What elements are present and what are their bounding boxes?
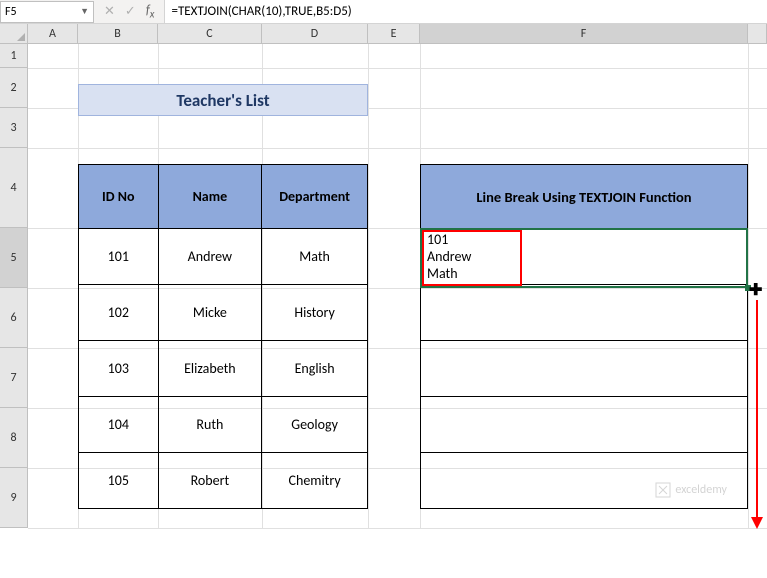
cell-id[interactable]: 105	[79, 453, 159, 509]
th-id[interactable]: ID No	[79, 165, 159, 229]
cell-dept[interactable]: Geology	[262, 397, 368, 453]
chevron-down-icon[interactable]: ▼	[80, 6, 89, 17]
cell-dept[interactable]: Math	[262, 229, 368, 285]
title-text: Teacher's List	[176, 90, 269, 111]
result-cell[interactable]	[421, 397, 748, 453]
cell-name[interactable]: Micke	[158, 285, 262, 341]
cells-area[interactable]: Teacher's List ID No Name Department 101…	[28, 44, 767, 528]
col-header-a[interactable]: A	[28, 24, 78, 43]
name-box-value: F5	[5, 5, 17, 19]
table-row	[421, 453, 748, 509]
col-header-b[interactable]: B	[78, 24, 158, 43]
result-cell[interactable]: 101 Andrew Math	[421, 229, 748, 285]
row-header-4[interactable]: 4	[0, 148, 28, 228]
cell-dept[interactable]: English	[262, 341, 368, 397]
col-header-e[interactable]: E	[368, 24, 420, 43]
title-merged-cell[interactable]: Teacher's List	[78, 84, 368, 116]
cell-id[interactable]: 103	[79, 341, 159, 397]
cell-name[interactable]: Elizabeth	[158, 341, 262, 397]
name-box[interactable]: F5 ▼	[0, 1, 94, 23]
watermark-text: exceldemy	[675, 483, 727, 497]
th-dept[interactable]: Department	[262, 165, 368, 229]
fx-icon[interactable]: fx	[146, 3, 155, 21]
table-row	[421, 285, 748, 341]
formula-text: =TEXTJOIN(CHAR(10),TRUE,B5:D5)	[171, 4, 351, 19]
col-header-c[interactable]: C	[158, 24, 262, 43]
row-headers: 1 2 3 4 5 6 7 8 9	[0, 44, 28, 528]
table-row: 103 Elizabeth English	[79, 341, 368, 397]
formula-bar-icons: ✕ ✓ fx	[94, 3, 164, 21]
crosshair-cursor-icon: ✚	[749, 280, 762, 300]
cancel-icon[interactable]: ✕	[104, 4, 115, 19]
result-cell[interactable]	[421, 453, 748, 509]
select-all-corner[interactable]	[0, 24, 28, 43]
row-header-7[interactable]: 7	[0, 348, 28, 408]
cell-name[interactable]: Robert	[158, 453, 262, 509]
table-row: 102 Micke History	[79, 285, 368, 341]
cell-dept[interactable]: History	[262, 285, 368, 341]
row-header-1[interactable]: 1	[0, 44, 28, 68]
table-row	[421, 341, 748, 397]
formula-bar: F5 ▼ ✕ ✓ fx =TEXTJOIN(CHAR(10),TRUE,B5:D…	[0, 0, 767, 24]
col-header-next[interactable]	[748, 24, 767, 43]
row-header-8[interactable]: 8	[0, 408, 28, 468]
table-row	[421, 397, 748, 453]
column-headers: A B C D E F	[0, 24, 767, 44]
grid-area: 1 2 3 4 5 6 7 8 9 Teacher's List	[0, 44, 767, 528]
cell-id[interactable]: 104	[79, 397, 159, 453]
cell-name[interactable]: Ruth	[158, 397, 262, 453]
cell-id[interactable]: 102	[79, 285, 159, 341]
cell-dept[interactable]: Chemitry	[262, 453, 368, 509]
table-row: 105 Robert Chemitry	[79, 453, 368, 509]
cell-id[interactable]: 101	[79, 229, 159, 285]
col-header-d[interactable]: D	[262, 24, 368, 43]
enter-icon[interactable]: ✓	[125, 4, 136, 19]
th-result[interactable]: Line Break Using TEXTJOIN Function	[421, 165, 748, 229]
table-row: 104 Ruth Geology	[79, 397, 368, 453]
watermark: exceldemy	[655, 482, 727, 498]
formula-input[interactable]: =TEXTJOIN(CHAR(10),TRUE,B5:D5)	[164, 0, 767, 23]
row-header-2[interactable]: 2	[0, 68, 28, 108]
row-header-3[interactable]: 3	[0, 108, 28, 148]
row-header-9[interactable]: 9	[0, 468, 28, 528]
teachers-table: ID No Name Department 101 Andrew Math 10…	[78, 164, 368, 509]
table-row: 101 Andrew Math	[421, 229, 748, 285]
table-row: 101 Andrew Math	[79, 229, 368, 285]
result-cell[interactable]	[421, 285, 748, 341]
row-header-5[interactable]: 5	[0, 228, 28, 288]
cell-name[interactable]: Andrew	[158, 229, 262, 285]
row-header-6[interactable]: 6	[0, 288, 28, 348]
result-cell[interactable]	[421, 341, 748, 397]
th-name[interactable]: Name	[158, 165, 262, 229]
result-table: Line Break Using TEXTJOIN Function 101 A…	[420, 164, 748, 509]
col-header-f[interactable]: F	[420, 24, 748, 43]
